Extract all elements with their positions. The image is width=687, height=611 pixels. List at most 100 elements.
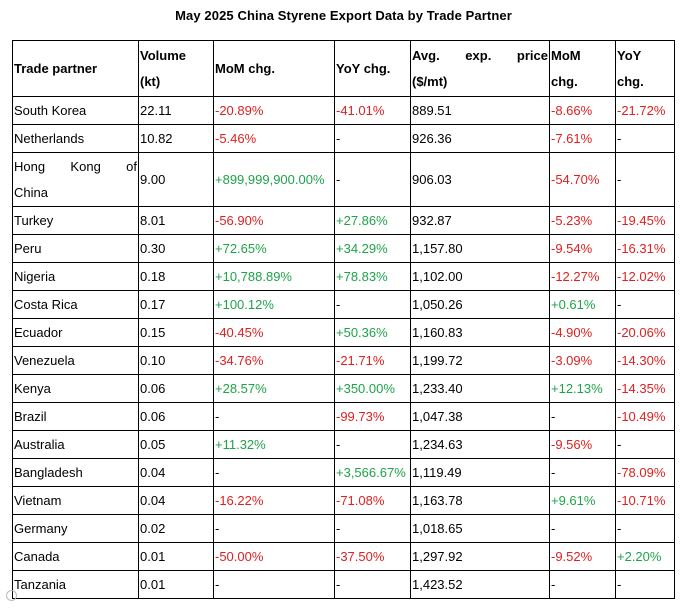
trade-partner-cell: Australia <box>12 430 139 459</box>
mom-chg-cell: +10,788.89% <box>213 262 335 291</box>
mom-chg-cell: -16.22% <box>213 486 335 515</box>
trade-partner-cell: Kenya <box>12 374 139 403</box>
volume-cell: 9.00 <box>138 152 214 207</box>
mom-chg-cell: -50.00% <box>213 542 335 571</box>
price-yoy-chg-cell: - <box>615 124 675 153</box>
avg-price-cell: 1,102.00 <box>410 262 550 291</box>
trade-partner-cell: Costa Rica <box>12 290 139 319</box>
price-yoy-chg-cell: -78.09% <box>615 458 675 487</box>
yoy-chg-cell: - <box>334 152 411 207</box>
price-yoy-chg-cell: -14.30% <box>615 346 675 375</box>
volume-cell: 10.82 <box>138 124 214 153</box>
watermark <box>6 590 20 603</box>
price-mom-chg-cell: -9.56% <box>549 430 616 459</box>
price-mom-chg-cell: -9.52% <box>549 542 616 571</box>
mom-chg-cell: -34.76% <box>213 346 335 375</box>
price-mom-chg-cell: -8.66% <box>549 96 616 125</box>
yoy-chg-cell: - <box>334 124 411 153</box>
trade-partner-cell: Canada <box>12 542 139 571</box>
yoy-chg-cell: - <box>334 430 411 459</box>
table-body: South Korea 22.11 -20.89% -41.01% 889.51 -8.6… <box>12 96 675 599</box>
yoy-chg-cell: +34.29% <box>334 234 411 263</box>
mom-chg-cell: +72.65% <box>213 234 335 263</box>
yoy-chg-cell: +350.00% <box>334 374 411 403</box>
price-mom-chg-cell: - <box>549 514 616 543</box>
price-mom-chg-cell: - <box>549 570 616 599</box>
price-mom-chg-cell: -9.54% <box>549 234 616 263</box>
volume-cell: 0.06 <box>138 402 214 431</box>
price-yoy-chg-cell: -16.31% <box>615 234 675 263</box>
volume-cell: 0.06 <box>138 374 214 403</box>
header-avg-export-price: Avg. exp. price ($/mt) <box>410 40 550 97</box>
table-title: May 2025 China Styrene Export Data by Tr… <box>175 8 512 23</box>
volume-cell: 0.04 <box>138 458 214 487</box>
header-volume: Volume (kt) <box>138 40 214 97</box>
avg-price-cell: 1,199.72 <box>410 346 550 375</box>
yoy-chg-cell: -99.73% <box>334 402 411 431</box>
avg-price-cell: 1,233.40 <box>410 374 550 403</box>
price-mom-chg-cell: +0.61% <box>549 290 616 319</box>
avg-price-cell: 1,160.83 <box>410 318 550 347</box>
trade-partner-cell: Nigeria <box>12 262 139 291</box>
mom-chg-cell: +11.32% <box>213 430 335 459</box>
mom-chg-cell: -56.90% <box>213 206 335 235</box>
yoy-chg-cell: -41.01% <box>334 96 411 125</box>
avg-price-cell: 1,423.52 <box>410 570 550 599</box>
volume-cell: 8.01 <box>138 206 214 235</box>
table-row: Peru 0.30 +72.65% +34.29% 1,157.80 -9.54% -16.… <box>12 234 675 263</box>
table-row: Bangladesh 0.04- +3,566.67% 1,119.49- -78.09… <box>12 458 675 487</box>
avg-price-cell: 1,047.38 <box>410 402 550 431</box>
trade-partner-cell: Netherlands <box>12 124 139 153</box>
mom-chg-cell: -40.45% <box>213 318 335 347</box>
yoy-chg-cell: -71.08% <box>334 486 411 515</box>
avg-price-cell: 932.87 <box>410 206 550 235</box>
price-mom-chg-cell: -7.61% <box>549 124 616 153</box>
yoy-chg-cell: - <box>334 570 411 599</box>
price-yoy-chg-cell: - <box>615 152 675 207</box>
table-row: Nigeria 0.18 +10,788.89% +78.83% 1,102.00 -12… <box>12 262 675 291</box>
header-mom-chg: MoM chg. <box>213 40 335 97</box>
price-yoy-chg-cell: - <box>615 430 675 459</box>
table-row: Venezuela 0.10 -34.76% -21.71% 1,199.72 -3.09… <box>12 346 675 375</box>
mom-chg-cell: +100.12% <box>213 290 335 319</box>
price-yoy-chg-cell: -12.02% <box>615 262 675 291</box>
volume-cell: 0.10 <box>138 346 214 375</box>
table-row: South Korea 22.11 -20.89% -41.01% 889.51 -8.6… <box>12 96 675 125</box>
price-mom-chg-cell: -5.23% <box>549 206 616 235</box>
header-price-yoy-chg: YoY chg. <box>615 40 675 97</box>
mom-chg-cell: +28.57% <box>213 374 335 403</box>
mom-chg-cell: -5.46% <box>213 124 335 153</box>
volume-cell: 0.02 <box>138 514 214 543</box>
trade-partner-cell: Ecuador <box>12 318 139 347</box>
trade-partner-cell: Tanzania <box>12 570 139 599</box>
trade-partner-cell: Germany <box>12 514 139 543</box>
yoy-chg-cell: +27.86% <box>334 206 411 235</box>
table-row: Turkey 8.01 -56.90% +27.86% 932.87 -5.23% -19.… <box>12 206 675 235</box>
price-yoy-chg-cell: -10.71% <box>615 486 675 515</box>
trade-partner-cell: Venezuela <box>12 346 139 375</box>
price-yoy-chg-cell: -10.49% <box>615 402 675 431</box>
table-row: Hong Kong of China 9.00 +899,999,900.00% -90… <box>12 152 675 207</box>
price-mom-chg-cell: +9.61% <box>549 486 616 515</box>
avg-price-cell: 1,163.78 <box>410 486 550 515</box>
volume-cell: 0.18 <box>138 262 214 291</box>
price-mom-chg-cell: -4.90% <box>549 318 616 347</box>
yoy-chg-cell: +3,566.67% <box>334 458 411 487</box>
yoy-chg-cell: +50.36% <box>334 318 411 347</box>
price-yoy-chg-cell: - <box>615 514 675 543</box>
table-row: Tanzania 0.01- -1,423.52- - <box>12 570 675 599</box>
table-row: Kenya 0.06 +28.57% +350.00% 1,233.40 +12.13% -… <box>12 374 675 403</box>
yoy-chg-cell: -37.50% <box>334 542 411 571</box>
volume-cell: 0.15 <box>138 318 214 347</box>
price-yoy-chg-cell: -19.45% <box>615 206 675 235</box>
mom-chg-cell: - <box>213 514 335 543</box>
avg-price-cell: 906.03 <box>410 152 550 207</box>
price-yoy-chg-cell: -14.35% <box>615 374 675 403</box>
volume-cell: 0.17 <box>138 290 214 319</box>
watermark-logo-icon <box>6 590 17 601</box>
table-row: Canada 0.01 -50.00% -37.50% 1,297.92 -9.52% +2… <box>12 542 675 571</box>
price-mom-chg-cell: -12.27% <box>549 262 616 291</box>
trade-partner-cell: Turkey <box>12 206 139 235</box>
mom-chg-cell: - <box>213 570 335 599</box>
trade-partner-cell: Bangladesh <box>12 458 139 487</box>
